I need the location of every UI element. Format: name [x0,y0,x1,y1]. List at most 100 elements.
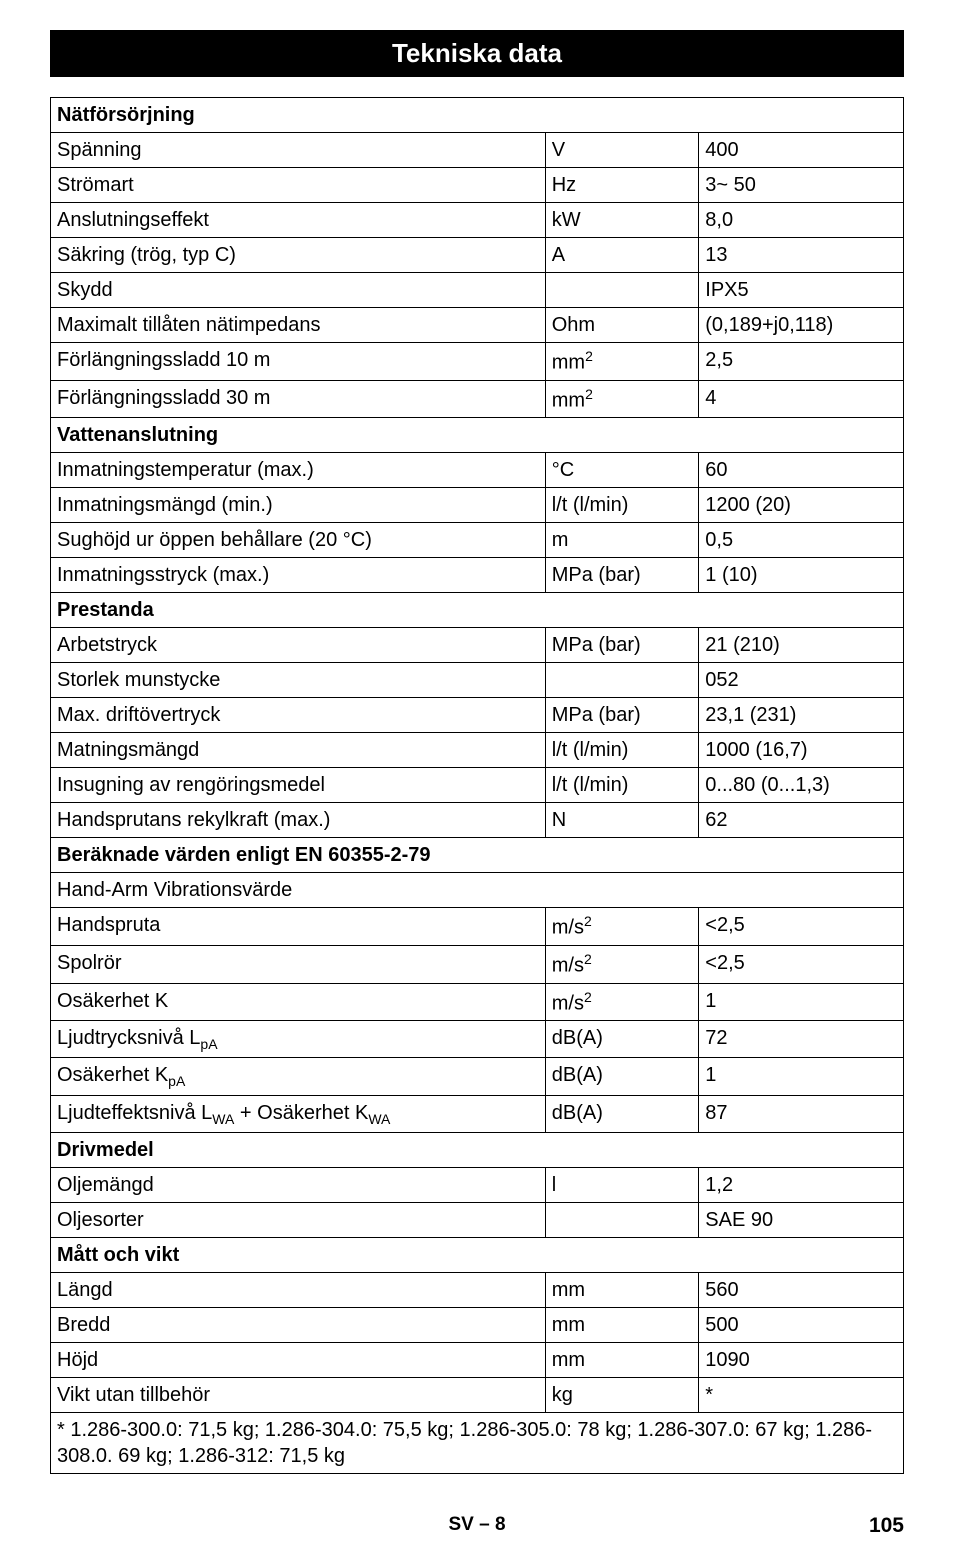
table-row: Handsprutam/s2<2,5 [51,908,904,946]
table-row: Vikt utan tillbehörkg* [51,1377,904,1412]
row-unit: V [545,133,699,168]
table-row: Inmatningsstryck (max.)MPa (bar)1 (10) [51,558,904,593]
row-label: Strömart [51,168,546,203]
row-unit: A [545,238,699,273]
row-unit: mm [545,1342,699,1377]
table-row: Oljesorter SAE 90 [51,1202,904,1237]
row-unit: m/s2 [545,983,699,1021]
row-unit: l/t (l/min) [545,488,699,523]
section-header: Prestanda [51,593,904,628]
table-row: Matningsmängdl/t (l/min)1000 (16,7) [51,733,904,768]
row-value: SAE 90 [699,1202,904,1237]
table-row: Osäkerhet Km/s21 [51,983,904,1021]
row-value: 500 [699,1307,904,1342]
page-number: 105 [869,1514,904,1538]
page-title: Tekniska data [50,30,904,77]
row-unit: mm2 [545,343,699,381]
row-unit: Ohm [545,308,699,343]
row-label: Oljesorter [51,1202,546,1237]
row-value: 1000 (16,7) [699,733,904,768]
row-unit: °C [545,453,699,488]
row-unit: N [545,803,699,838]
section-header: Nätförsörjning [51,98,904,133]
section-header: Drivmedel [51,1132,904,1167]
section-header: Mått och vikt [51,1237,904,1272]
row-label: Vikt utan tillbehör [51,1377,546,1412]
row-value: 0...80 (0...1,3) [699,768,904,803]
table-row: Hand-Arm Vibrationsvärde [51,873,904,908]
row-label: Maximalt tillåten nätimpedans [51,308,546,343]
table-row: Förlängningssladd 30 mmm24 [51,380,904,418]
row-label: Förlängningssladd 10 m [51,343,546,381]
row-value: 1,2 [699,1167,904,1202]
row-label: Osäkerhet KpA [51,1058,546,1095]
table-row: Säkring (trög, typ C)A13 [51,238,904,273]
table-row: Storlek munstycke 052 [51,663,904,698]
table-row: StrömartHz3~ 50 [51,168,904,203]
row-unit: l [545,1167,699,1202]
row-unit: l/t (l/min) [545,733,699,768]
row-value: (0,189+j0,118) [699,308,904,343]
row-label: Inmatningsmängd (min.) [51,488,546,523]
row-label: Insugning av rengöringsmedel [51,768,546,803]
table-row: AnslutningseffektkW8,0 [51,203,904,238]
row-label: Inmatningstemperatur (max.) [51,453,546,488]
row-label: Förlängningssladd 30 m [51,380,546,418]
row-value: 0,5 [699,523,904,558]
row-value: 1090 [699,1342,904,1377]
row-label: Ljudteffektsnivå LWA + Osäkerhet KWA [51,1095,546,1132]
row-unit: m/s2 [545,945,699,983]
row-value: 1 (10) [699,558,904,593]
section-header: Vattenanslutning [51,418,904,453]
row-value: IPX5 [699,273,904,308]
table-row: SkyddIPX5 [51,273,904,308]
row-value: 23,1 (231) [699,698,904,733]
row-unit: MPa (bar) [545,558,699,593]
row-value: 60 [699,453,904,488]
row-value: 21 (210) [699,628,904,663]
table-row: Höjdmm1090 [51,1342,904,1377]
row-label: Arbetstryck [51,628,546,663]
row-unit: Hz [545,168,699,203]
row-unit: mm2 [545,380,699,418]
row-label: Max. driftövertryck [51,698,546,733]
row-value: 052 [699,663,904,698]
row-unit [545,663,699,698]
row-label: Spänning [51,133,546,168]
row-unit: l/t (l/min) [545,768,699,803]
table-row: Max. driftövertryckMPa (bar)23,1 (231) [51,698,904,733]
row-value: 560 [699,1272,904,1307]
table-row: ArbetstryckMPa (bar)21 (210) [51,628,904,663]
row-unit: m [545,523,699,558]
row-value: 72 [699,1021,904,1058]
row-label: Oljemängd [51,1167,546,1202]
row-label: Spolrör [51,945,546,983]
row-value: 1 [699,1058,904,1095]
table-row: Insugning av rengöringsmedell/t (l/min)0… [51,768,904,803]
row-label: Längd [51,1272,546,1307]
row-label: Handsprutans rekylkraft (max.) [51,803,546,838]
row-unit: dB(A) [545,1058,699,1095]
table-row: Osäkerhet KpAdB(A)1 [51,1058,904,1095]
section-header: Beräknade värden enligt EN 60355-2-79 [51,838,904,873]
row-unit: MPa (bar) [545,698,699,733]
table-row: Oljemängdl1,2 [51,1167,904,1202]
row-value: 87 [699,1095,904,1132]
table-row: Breddmm500 [51,1307,904,1342]
row-value: 2,5 [699,343,904,381]
table-row: Maximalt tillåten nätimpedansOhm(0,189+j… [51,308,904,343]
spec-table: NätförsörjningSpänningV400StrömartHz3~ 5… [50,97,904,1474]
table-row: Ljudtrycksnivå LpAdB(A)72 [51,1021,904,1058]
table-row: Längdmm560 [51,1272,904,1307]
page-footer: SV – 8 105 [50,1514,904,1536]
row-value: 4 [699,380,904,418]
row-value: 62 [699,803,904,838]
row-label: Ljudtrycksnivå LpA [51,1021,546,1058]
row-unit: m/s2 [545,908,699,946]
table-row: Handsprutans rekylkraft (max.)N62 [51,803,904,838]
row-value: 400 [699,133,904,168]
row-value: <2,5 [699,908,904,946]
row-unit: dB(A) [545,1095,699,1132]
row-value: 3~ 50 [699,168,904,203]
row-label: Storlek munstycke [51,663,546,698]
